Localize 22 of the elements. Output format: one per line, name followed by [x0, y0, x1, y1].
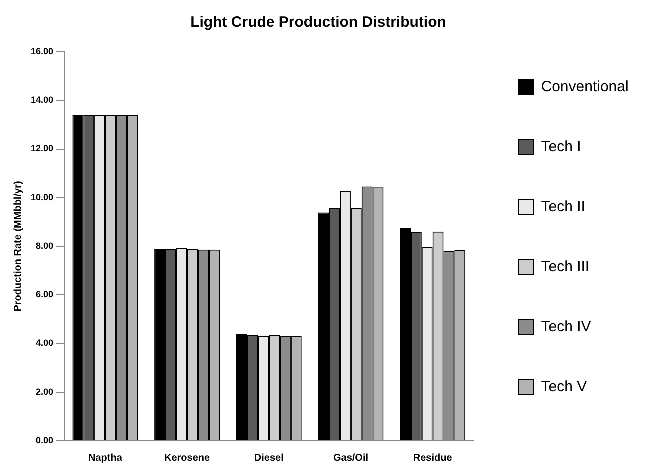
legend-label: Tech I [541, 138, 582, 156]
y-axis-title: Production Rate (MMbbl/yr) [12, 181, 24, 312]
y-tick-label: 2.00 [36, 386, 54, 397]
x-tick-label: Kerosene [164, 452, 211, 464]
y-tick-label: 10.00 [30, 192, 54, 202]
x-tick-label: Residue [413, 452, 453, 464]
x-tick-label: Diesel [254, 452, 284, 464]
y-tick-label: 8.00 [36, 240, 54, 251]
y-tick-label: 14.00 [30, 95, 54, 106]
x-tick-label: Naptha [88, 452, 123, 464]
chart-title: Light Crude Production Distribution [190, 14, 446, 32]
y-tick-label: 0.00 [36, 435, 54, 446]
y-tick-label: 4.00 [36, 338, 54, 348]
y-tick-label: 6.00 [36, 290, 54, 300]
legend-label: Tech III [541, 258, 590, 276]
legend-label: Tech II [541, 198, 586, 216]
y-tick-label: 16.00 [30, 46, 54, 56]
legend-label: Tech IV [541, 318, 592, 336]
legend-label: Tech V [541, 378, 588, 396]
x-tick-label: Gas/Oil [333, 452, 369, 464]
y-tick-label: 12.00 [30, 144, 54, 154]
legend-label: Conventional [541, 78, 629, 96]
